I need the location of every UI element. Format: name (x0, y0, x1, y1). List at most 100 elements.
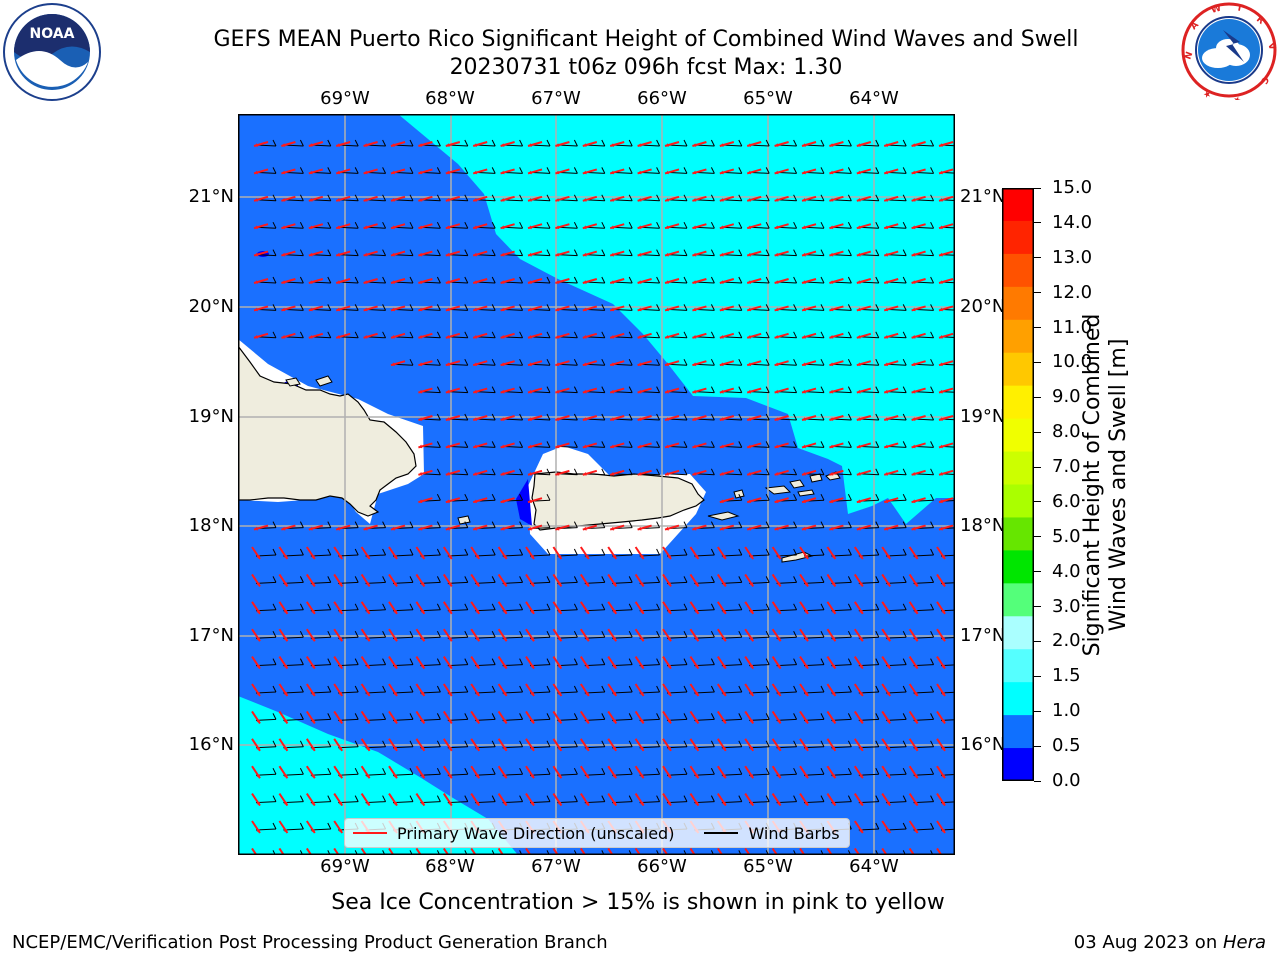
wind-barb (601, 850, 605, 855)
wave-direction-arrow (938, 168, 954, 175)
wave-direction-arrow (799, 765, 809, 779)
wave-direction-arrow (555, 195, 570, 202)
wave-direction-arrow (692, 278, 707, 284)
wave-direction-arrow (472, 195, 488, 202)
wave-direction-arrow (692, 305, 707, 312)
wave-direction-arrow (936, 573, 946, 587)
wave-direction-arrow (251, 710, 261, 724)
colorbar-tick-mark (1034, 640, 1041, 642)
wave-direction-arrow (856, 278, 872, 284)
colorbar-tick-label: 7.0 (1052, 456, 1081, 478)
wave-direction-arrow (908, 628, 919, 642)
wave-direction-arrow (253, 223, 269, 230)
wave-direction-arrow (664, 223, 680, 230)
lat-label-left: 17°N (188, 625, 234, 646)
wave-direction-arrow (281, 223, 296, 230)
wave-direction-arrow (799, 738, 809, 752)
wave-direction-arrow (445, 141, 461, 147)
wave-direction-arrow (856, 168, 872, 175)
wave-direction-arrow (445, 250, 461, 257)
wave-direction-arrow (883, 360, 899, 367)
wave-direction-arrow (500, 442, 515, 449)
wave-direction-arrow (801, 497, 817, 504)
wave-direction-arrow (418, 524, 433, 531)
wave-direction-arrow (746, 168, 762, 175)
wave-direction-arrow (527, 195, 543, 202)
wave-direction-arrow (390, 168, 406, 175)
wind-barb (710, 850, 715, 855)
wave-direction-arrow (500, 497, 515, 504)
colorbar-tick-mark (1034, 606, 1041, 608)
wave-direction-arrow (771, 710, 782, 724)
wave-direction-arrow (251, 546, 261, 560)
wave-direction-arrow (799, 710, 809, 724)
wave-direction-arrow (936, 820, 946, 834)
wave-direction-arrow (664, 442, 680, 449)
wave-direction-arrow (335, 223, 351, 230)
wave-direction-arrow (472, 250, 488, 257)
chart-title: GEFS MEAN Puerto Rico Significant Height… (140, 26, 1152, 82)
wave-direction-arrow (360, 656, 371, 670)
wave-direction-arrow (829, 387, 844, 394)
wave-direction-arrow (388, 683, 398, 697)
wave-direction-arrow (716, 628, 727, 642)
wave-direction-arrow (853, 683, 864, 697)
legend-item-wave-direction: Primary Wave Direction (unscaled) (353, 824, 674, 843)
wave-direction-arrow (936, 546, 946, 560)
wave-direction-arrow (881, 546, 892, 560)
wind-barb (272, 850, 276, 855)
wave-direction-arrow (445, 168, 461, 175)
wave-direction-arrow (418, 278, 433, 284)
wind-barb (738, 850, 742, 855)
wave-direction-arrow (799, 573, 809, 587)
wave-direction-arrow (527, 250, 543, 257)
wave-direction-arrow (689, 793, 700, 807)
wave-direction-arrow (938, 497, 954, 504)
wave-direction-arrow (856, 442, 872, 449)
wind-barb (436, 850, 441, 855)
wave-direction-arrow (829, 195, 844, 202)
wave-direction-arrow (500, 469, 515, 476)
wave-direction-arrow (664, 524, 680, 531)
wave-direction-arrow (883, 497, 899, 504)
wave-direction-arrow (719, 195, 735, 202)
wave-direction-arrow (472, 360, 488, 367)
wave-direction-arrow (692, 469, 707, 476)
colorbar-tick-mark (1034, 257, 1041, 259)
colorbar-tick-label: 14.0 (1052, 211, 1093, 233)
colorbar-tick-mark (1034, 501, 1041, 503)
colorbar-tick-label: 5.0 (1052, 525, 1081, 547)
wave-direction-arrow (305, 601, 316, 615)
wave-direction-arrow (472, 497, 488, 504)
colorbar-tick-label: 1.0 (1052, 700, 1081, 722)
wave-direction-arrow (281, 332, 296, 339)
legend-swatch-barb (704, 832, 739, 834)
wave-direction-arrow (637, 250, 652, 257)
wave-direction-arrow (746, 524, 762, 531)
wave-direction-arrow (664, 305, 680, 312)
lon-label-bottom: 64°W (849, 856, 899, 877)
wave-direction-arrow (799, 683, 809, 697)
wave-direction-arrow (829, 168, 844, 175)
wave-direction-arrow (500, 223, 515, 230)
wave-direction-arrow (525, 738, 535, 752)
wave-direction-arrow (826, 601, 837, 615)
wave-direction-arrow (662, 738, 672, 752)
wave-direction-arrow (500, 141, 515, 147)
wave-direction-arrow (579, 738, 590, 752)
wave-direction-arrow (497, 601, 508, 615)
wave-direction-arrow (637, 442, 652, 449)
wave-direction-arrow (938, 415, 954, 421)
wave-direction-arrow (497, 546, 508, 560)
wave-direction-arrow (744, 738, 755, 752)
wave-direction-arrow (609, 415, 625, 421)
wave-direction-arrow (801, 278, 817, 284)
wave-direction-arrow (856, 332, 872, 339)
wave-direction-arrow (662, 793, 672, 807)
wave-direction-arrow (527, 524, 543, 531)
wave-direction-arrow (418, 387, 433, 394)
wave-direction-arrow (801, 250, 817, 257)
wave-direction-arrow (555, 223, 570, 230)
wave-direction-arrow (527, 497, 543, 504)
wave-direction-arrow (856, 195, 872, 202)
